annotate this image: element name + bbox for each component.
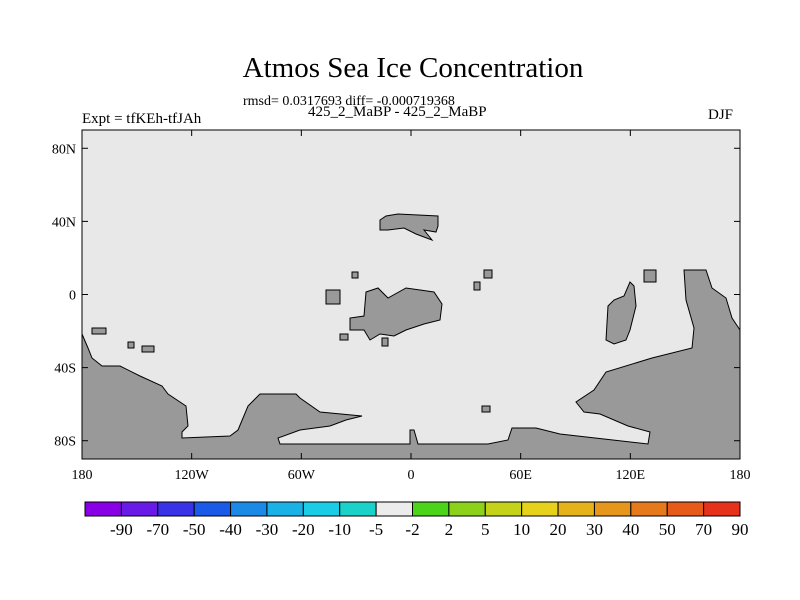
colorbar-swatch bbox=[193, 501, 232, 517]
colorbar-swatch bbox=[120, 501, 159, 517]
x-tick-label: 120E bbox=[616, 468, 646, 483]
colorbar-label: -90 bbox=[110, 520, 133, 539]
y-tick-label: 40S bbox=[54, 362, 76, 377]
y-tick-label: 0 bbox=[69, 289, 76, 304]
colorbar-label: -50 bbox=[183, 520, 206, 539]
colorbar-label: -20 bbox=[292, 520, 315, 539]
colorbar-swatch bbox=[412, 501, 450, 517]
small-island-11 bbox=[381, 337, 389, 347]
y-tick-label: 80S bbox=[54, 435, 76, 450]
colorbar-swatch bbox=[630, 501, 668, 517]
y-tick-label: 40N bbox=[52, 215, 76, 230]
small-island-6 bbox=[339, 333, 349, 341]
x-tick-label: 180 bbox=[72, 468, 93, 483]
case-label: 425_2_MaBP - 425_2_MaBP bbox=[308, 104, 487, 120]
small-island-1 bbox=[325, 289, 341, 305]
colorbar-label: -2 bbox=[405, 520, 419, 539]
colorbar-label: 30 bbox=[586, 520, 603, 539]
colorbar-label: -70 bbox=[146, 520, 169, 539]
colorbar-swatch bbox=[666, 501, 705, 517]
colorbar-label: 40 bbox=[622, 520, 639, 539]
colorbar-swatch bbox=[521, 501, 559, 517]
colorbar-swatch bbox=[302, 501, 341, 517]
colorbar-label: 2 bbox=[445, 520, 454, 539]
colorbar-swatch bbox=[448, 501, 486, 517]
small-island-3 bbox=[91, 327, 107, 335]
x-tick-label: 180 bbox=[730, 468, 751, 483]
colorbar-swatch bbox=[266, 501, 304, 517]
small-island-2 bbox=[643, 269, 657, 283]
north-island bbox=[379, 213, 439, 242]
east-island bbox=[605, 281, 637, 345]
small-island-4 bbox=[141, 345, 155, 353]
colorbar-label: 5 bbox=[481, 520, 490, 539]
small-island-8 bbox=[481, 405, 491, 413]
x-tick-label: 120W bbox=[175, 468, 210, 483]
colorbar-label: 90 bbox=[732, 520, 749, 539]
colorbar-label: 70 bbox=[695, 520, 712, 539]
colorbar-swatch bbox=[484, 501, 523, 517]
x-tick-label: 0 bbox=[408, 468, 415, 483]
colorbar-label: -40 bbox=[219, 520, 242, 539]
colorbar-label: 10 bbox=[513, 520, 530, 539]
colorbar-label: -5 bbox=[369, 520, 383, 539]
plot-title: Atmos Sea Ice Concentration bbox=[242, 52, 584, 84]
x-tick-label: 60E bbox=[509, 468, 532, 483]
colorbar-swatch bbox=[157, 501, 195, 517]
experiment-label: Expt = tfKEh-tfJAh bbox=[82, 111, 202, 127]
colorbar-swatch bbox=[703, 501, 741, 517]
colorbar-swatch bbox=[339, 501, 377, 517]
colorbar-swatch bbox=[230, 501, 268, 517]
small-island-5 bbox=[127, 341, 135, 349]
colorbar-label: -10 bbox=[328, 520, 351, 539]
small-island-7 bbox=[483, 269, 493, 279]
small-island-9 bbox=[351, 271, 359, 279]
x-tick-label: 60W bbox=[288, 468, 316, 483]
season-label: DJF bbox=[708, 107, 734, 123]
small-island-10 bbox=[473, 281, 481, 291]
y-tick-label: 80N bbox=[52, 142, 76, 157]
africa-island bbox=[349, 287, 443, 341]
colorbar-label: -30 bbox=[256, 520, 279, 539]
colorbar-label: 20 bbox=[550, 520, 567, 539]
axis-ticks: 180 120W 60W 0 60E 120E 180 80N 40N 0 40S 80S bbox=[52, 130, 751, 483]
colorbar-swatch bbox=[375, 501, 414, 517]
colorbar-swatch bbox=[593, 501, 632, 517]
colorbar-label: 50 bbox=[659, 520, 676, 539]
antarctica bbox=[81, 269, 741, 460]
colorbar-swatch bbox=[84, 501, 122, 517]
colorbar: -90 -70 -50 -40 -30 -20 -10 -5 -2 2 5 10 20 30 40 50 70 9… bbox=[84, 501, 749, 539]
land-layer bbox=[81, 213, 741, 460]
colorbar-swatch bbox=[557, 501, 595, 517]
stats-label: rmsd= 0.0317693 diff= -0.000719368 bbox=[243, 94, 455, 109]
